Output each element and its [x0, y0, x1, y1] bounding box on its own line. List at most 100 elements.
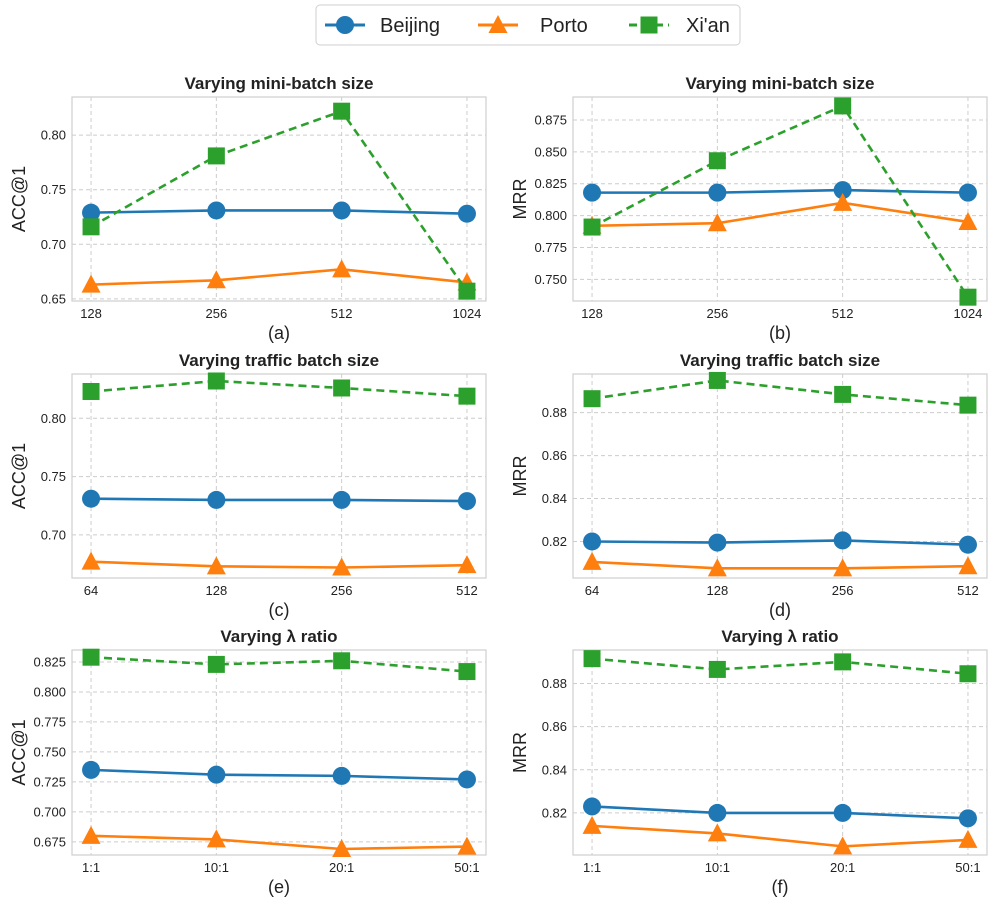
data-point-porto — [582, 551, 602, 570]
series-xian — [583, 371, 977, 414]
data-point-xian — [834, 97, 852, 115]
data-point-porto — [707, 558, 727, 577]
data-point-xian — [207, 147, 225, 165]
data-point-beijing — [958, 183, 977, 202]
x-tick-label: 1024 — [953, 306, 982, 321]
y-tick-label: 0.750 — [534, 272, 567, 287]
data-point-xian — [82, 648, 100, 666]
series-line-beijing — [91, 497, 467, 503]
legend-marker-shape-xian — [640, 16, 658, 34]
series-line-porto — [90, 560, 467, 569]
data-point-beijing — [833, 803, 852, 822]
data-point-xian — [583, 650, 601, 668]
y-tick-label: 0.88 — [542, 676, 567, 691]
data-point-xian — [333, 102, 351, 120]
data-point-porto — [81, 551, 101, 570]
y-tick-label: 0.850 — [534, 144, 567, 159]
x-tick-label: 256 — [331, 583, 353, 598]
series-line-beijing — [591, 805, 969, 820]
series-xian — [583, 97, 977, 306]
x-tick-label: 1024 — [452, 306, 481, 321]
series-porto — [582, 815, 978, 855]
x-tick-label: 256 — [706, 306, 728, 321]
x-tick-label: 10:1 — [204, 860, 229, 875]
panel-caption: (f) — [772, 877, 789, 897]
series-porto — [81, 259, 477, 293]
panel-title: Varying traffic batch size — [680, 351, 880, 370]
data-point-porto — [707, 213, 727, 232]
data-point-porto — [833, 192, 853, 211]
series-line-xian — [90, 379, 468, 398]
legend-marker-shape-porto — [488, 15, 508, 33]
legend-item-beijing: Beijing — [325, 15, 440, 37]
series-line-porto — [90, 268, 468, 286]
x-tick-label: 512 — [957, 583, 979, 598]
y-tick-label: 0.750 — [33, 744, 66, 759]
data-point-beijing — [583, 532, 602, 551]
data-point-porto — [958, 211, 978, 230]
x-tick-label: 256 — [205, 306, 227, 321]
series-porto — [81, 551, 477, 576]
data-point-xian — [708, 152, 726, 170]
series-porto — [582, 551, 978, 577]
legend-label-xian: Xi'an — [686, 15, 730, 37]
y-tick-label: 0.825 — [33, 654, 66, 669]
legend-label-porto: Porto — [540, 15, 588, 37]
panel-caption: (e) — [268, 877, 290, 897]
plot-frame — [572, 373, 988, 579]
series-porto — [81, 825, 477, 858]
data-point-beijing — [332, 201, 351, 220]
y-tick-label: 0.86 — [542, 719, 567, 734]
data-point-beijing — [207, 201, 226, 220]
panel-a: 0.65 0.70 0.75 0.80 128 256 512 1024 Varying min… — [9, 74, 487, 343]
y-axis-label: ACC@1 — [9, 166, 29, 232]
x-tick-label: 128 — [205, 583, 227, 598]
legend-item-xian: Xi'an — [629, 15, 730, 37]
series-line-xian — [90, 109, 469, 292]
x-tick-label: 50:1 — [955, 860, 980, 875]
panel-c: 0.70 0.75 0.80 64 128 256 512 Varying traffic b… — [9, 351, 487, 620]
data-point-porto — [457, 836, 477, 855]
data-point-porto — [457, 555, 477, 574]
series-line-xian — [591, 104, 970, 298]
data-point-xian — [708, 371, 726, 389]
plot-area — [573, 97, 987, 301]
series-xian — [82, 102, 476, 300]
data-point-porto — [81, 274, 101, 293]
data-point-xian — [458, 282, 476, 300]
x-tick-label: 128 — [80, 306, 102, 321]
data-point-xian — [708, 660, 726, 678]
y-tick-label: 0.75 — [41, 469, 66, 484]
x-tick-label: 20:1 — [830, 860, 855, 875]
series-beijing — [82, 760, 476, 789]
series-line-porto — [591, 560, 968, 570]
data-point-xian — [333, 652, 351, 670]
y-axis-label: MRR — [510, 179, 530, 220]
y-axis-label: MRR — [510, 456, 530, 497]
data-point-beijing — [708, 533, 727, 552]
panel-d: 0.82 0.84 0.86 0.88 64 128 256 512 Varying traff… — [510, 351, 988, 620]
data-point-beijing — [82, 489, 101, 508]
data-point-porto — [332, 557, 352, 576]
data-point-porto — [332, 259, 352, 278]
x-tick-label: 128 — [706, 583, 728, 598]
panel-title: Varying traffic batch size — [179, 351, 379, 370]
y-tick-label: 0.84 — [542, 762, 567, 777]
x-tick-label: 1:1 — [82, 860, 100, 875]
data-point-xian — [458, 387, 476, 405]
series-line-porto — [592, 201, 969, 228]
plot-frame — [572, 649, 988, 856]
panel-f: 0.82 0.84 0.86 0.88 1:1 10:1 20:1 50:1 Varying λ… — [510, 627, 988, 897]
plot-frame — [71, 373, 487, 579]
y-tick-label: 0.75 — [41, 182, 66, 197]
data-point-beijing — [833, 531, 852, 550]
x-tick-label: 10:1 — [705, 860, 730, 875]
data-point-xian — [333, 379, 351, 397]
y-tick-label: 0.84 — [542, 491, 567, 506]
data-point-porto — [833, 836, 853, 855]
data-point-beijing — [457, 770, 476, 789]
data-point-beijing — [82, 760, 101, 779]
legend-label-beijing: Beijing — [380, 15, 440, 37]
plot-area — [573, 650, 987, 855]
data-point-porto — [582, 815, 602, 834]
